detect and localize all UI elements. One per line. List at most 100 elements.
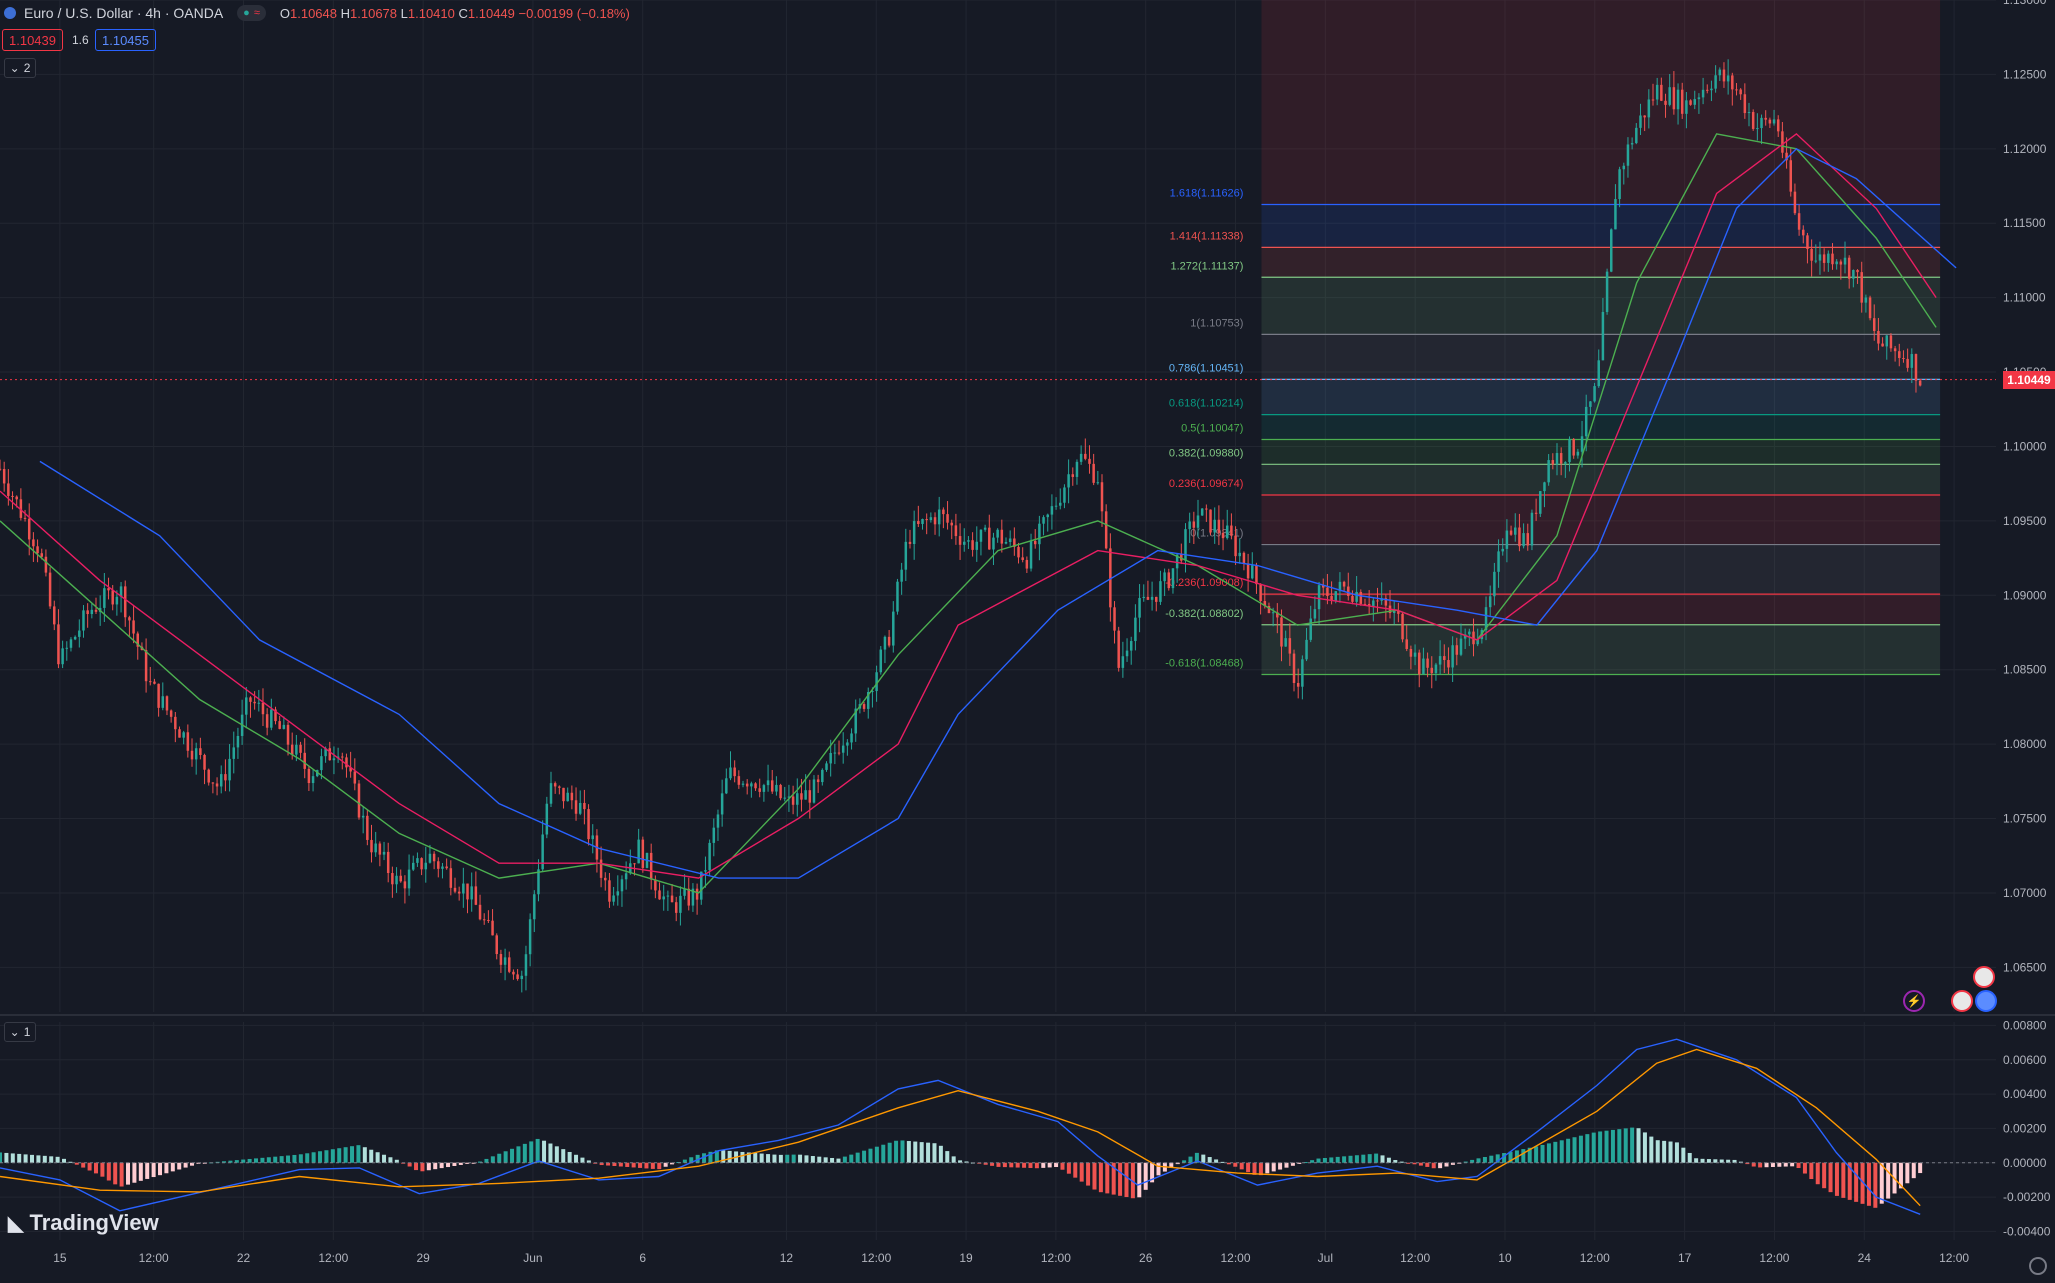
ask-price-box[interactable]: 1.10455 (95, 29, 156, 51)
candle-body (370, 839, 373, 853)
candle-body (649, 852, 653, 880)
candle-body (666, 895, 670, 897)
macd-histogram-bar (433, 1162, 438, 1170)
candle-body (1768, 119, 1772, 124)
candle-body (1117, 630, 1120, 668)
macd-histogram-bar (452, 1162, 457, 1166)
macd-histogram-bar (241, 1159, 246, 1163)
eu-flag-event-icon[interactable] (1975, 990, 1997, 1012)
candle-body (495, 935, 498, 955)
candle-body (403, 881, 407, 889)
macd-histogram-bar (810, 1156, 815, 1163)
settings-icon[interactable] (2029, 1257, 2047, 1275)
candle-body (366, 815, 369, 840)
macd-histogram-bar (1642, 1132, 1647, 1163)
candle-body (1647, 99, 1651, 118)
status-pill[interactable]: ● ≈ (237, 5, 266, 21)
candle-body (36, 546, 39, 554)
macd-histogram-bar (177, 1162, 182, 1170)
candle-body (971, 540, 974, 550)
candle-body (1280, 617, 1283, 647)
macd-histogram-bar (1271, 1162, 1276, 1172)
candle-body (474, 886, 478, 905)
macd-histogram-bar (279, 1156, 284, 1163)
fib-level-label: 0.618(1.10214) (1169, 398, 1244, 410)
candle-body (1580, 436, 1584, 452)
candle-body (1000, 529, 1004, 544)
macd-histogram-bar (1015, 1162, 1020, 1168)
candle-body (174, 716, 177, 730)
candle-body (566, 792, 569, 802)
candle-body (1622, 165, 1626, 170)
candle-body (1463, 634, 1467, 639)
bid-price-box[interactable]: 1.10439 (2, 29, 63, 51)
macd-histogram-bar (1854, 1162, 1859, 1202)
candle-body (821, 769, 824, 783)
lightning-icon[interactable]: ⚡ (1903, 990, 1925, 1012)
macd-histogram-bar (1258, 1162, 1263, 1176)
macd-histogram-bar (1137, 1162, 1142, 1198)
macd-histogram-bar (740, 1151, 745, 1163)
macd-histogram-bar (439, 1162, 444, 1169)
macd-histogram-bar (1348, 1155, 1353, 1163)
pane-collapse-button[interactable]: ⌄ 2 (4, 58, 36, 78)
indicator-collapse-button[interactable]: ⌄ 1 (4, 1022, 36, 1042)
candle-body (1071, 474, 1075, 477)
macd-histogram-bar (119, 1162, 124, 1187)
candle-body (1271, 612, 1275, 614)
candle-body (1451, 645, 1454, 668)
us-flag-event-icon[interactable] (1951, 990, 1973, 1012)
macd-histogram-bar (369, 1149, 374, 1163)
candle-body (1488, 596, 1492, 608)
candle-body (428, 853, 432, 863)
macd-histogram-bar (1809, 1162, 1814, 1180)
macd-histogram-bar (62, 1158, 67, 1163)
macd-histogram-bar (1918, 1162, 1923, 1174)
macd-histogram-bar (1610, 1129, 1615, 1163)
macd-histogram-bar (330, 1149, 335, 1163)
candle-body (487, 919, 490, 921)
candle-body (1104, 511, 1108, 549)
macd-histogram-bar (1591, 1132, 1596, 1163)
candle-body (1017, 546, 1020, 558)
y-tick-label: 1.10000 (2003, 439, 2047, 453)
macd-histogram-bar (1732, 1159, 1737, 1163)
candle-body (1079, 453, 1083, 462)
macd-histogram-bar (1399, 1161, 1404, 1163)
candle-body (53, 606, 56, 625)
candle-body (1497, 551, 1500, 572)
candles (0, 59, 1922, 993)
x-tick-label: 12:00 (1580, 1251, 1610, 1265)
candle-body (1914, 354, 1918, 381)
macd-histogram-bar (516, 1146, 521, 1163)
macd-histogram-bar (1828, 1162, 1833, 1193)
macd-histogram-bar (778, 1154, 783, 1163)
candle-body (1401, 613, 1404, 640)
us-flag-event-icon[interactable] (1973, 966, 1995, 988)
candle-body (457, 891, 461, 894)
osc-y-tick-label: -0.00400 (2003, 1224, 2051, 1238)
macd-histogram-bar (1412, 1162, 1417, 1165)
y-tick-label: 1.07000 (2003, 886, 2047, 900)
candle-body (1539, 491, 1542, 514)
macd-histogram-bar (298, 1154, 303, 1163)
fib-zone (1261, 464, 1941, 495)
macd-histogram-bar (868, 1148, 873, 1163)
candle-body (862, 704, 866, 709)
macd-histogram-bar (1265, 1162, 1270, 1174)
x-tick-label: 12:00 (861, 1251, 891, 1265)
candle-body (1714, 75, 1717, 89)
symbol-title[interactable]: Euro / U.S. Dollar · 4h · OANDA (24, 5, 224, 21)
macd-histogram-bar (1066, 1162, 1071, 1174)
macd-histogram-bar (87, 1162, 92, 1171)
candle-body (1764, 117, 1767, 120)
candle-body (912, 521, 916, 544)
candle-body (1142, 596, 1145, 598)
candle-body (1680, 89, 1684, 114)
candle-body (178, 729, 181, 738)
x-tick-label: 15 (53, 1251, 67, 1265)
macd-histogram-bar (1604, 1130, 1609, 1163)
macd-histogram-bar (862, 1150, 867, 1163)
macd-histogram-bar (830, 1157, 835, 1163)
